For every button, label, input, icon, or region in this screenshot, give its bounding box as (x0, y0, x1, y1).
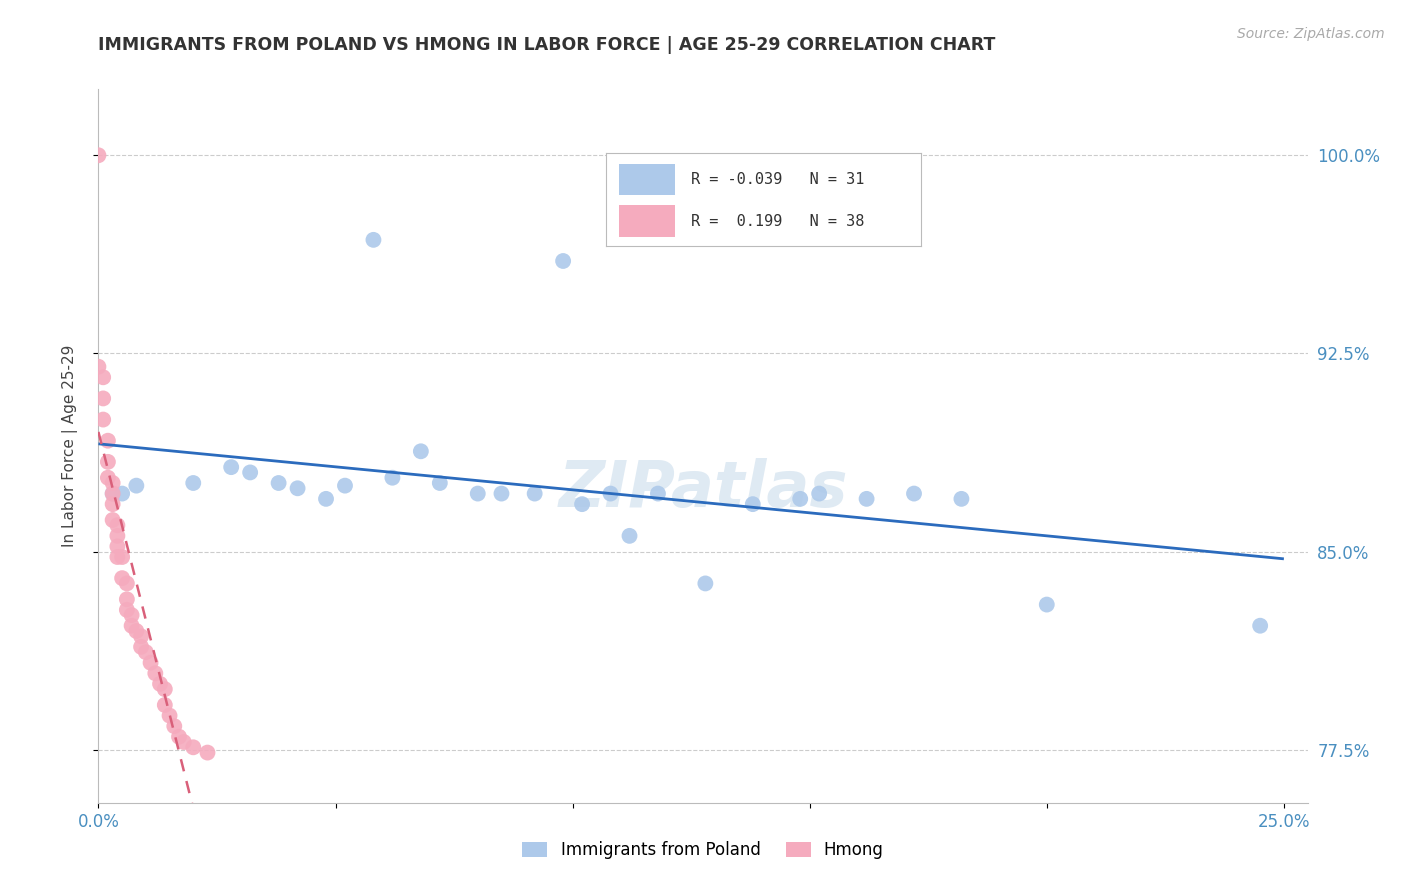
Point (115, 592, 138, 607)
Point (105, 549, 128, 564)
Point (381, 471, 404, 485)
Point (647, 486, 669, 500)
Point (808, 486, 831, 500)
Point (599, 486, 621, 500)
Text: Source: ZipAtlas.com: Source: ZipAtlas.com (1237, 27, 1385, 41)
Point (855, 491, 877, 506)
Point (87, 148, 110, 162)
Point (173, 735, 195, 749)
Point (129, 640, 152, 654)
Point (105, 529, 128, 543)
Point (129, 629, 152, 643)
Point (167, 730, 190, 744)
Point (287, 481, 309, 495)
Point (789, 491, 811, 506)
Point (1036, 598, 1059, 612)
Point (101, 475, 124, 490)
Point (111, 571, 134, 585)
Point (87, 359, 110, 374)
Point (143, 666, 166, 681)
Text: R = -0.039   N = 31: R = -0.039 N = 31 (692, 172, 865, 187)
Point (1249, 618, 1271, 632)
Point (695, 576, 717, 591)
Point (429, 475, 451, 490)
Point (97, 455, 120, 469)
Point (125, 624, 148, 638)
Point (239, 466, 262, 480)
Point (91, 412, 114, 426)
Point (115, 576, 138, 591)
Point (121, 618, 143, 632)
Text: ZIPatlas: ZIPatlas (558, 458, 848, 520)
Point (467, 486, 489, 500)
Point (105, 540, 128, 554)
Point (197, 746, 219, 760)
Text: R =  0.199   N = 38: R = 0.199 N = 38 (692, 214, 865, 228)
Point (219, 460, 242, 475)
Point (553, 254, 575, 268)
Point (97, 434, 120, 448)
Point (91, 392, 114, 406)
Point (163, 719, 186, 733)
Point (135, 645, 157, 659)
Point (523, 486, 546, 500)
Point (409, 444, 432, 458)
Point (491, 486, 513, 500)
Point (181, 740, 204, 755)
Point (121, 608, 143, 623)
Point (101, 486, 124, 500)
Bar (619, 163, 675, 195)
Point (315, 491, 337, 506)
Point (149, 677, 172, 691)
Point (101, 497, 124, 511)
Point (91, 370, 114, 384)
Legend: Immigrants from Poland, Hmong: Immigrants from Poland, Hmong (516, 835, 890, 866)
Point (267, 475, 290, 490)
Point (950, 491, 973, 506)
Point (741, 497, 763, 511)
Point (97, 471, 120, 485)
Point (139, 656, 162, 670)
Point (125, 478, 148, 492)
Point (153, 698, 176, 712)
Point (181, 475, 204, 490)
Y-axis label: In Labor Force | Age 25-29: In Labor Force | Age 25-29 (62, 345, 77, 547)
Point (105, 518, 128, 533)
Point (111, 549, 134, 564)
Bar (619, 205, 675, 237)
Text: IMMIGRANTS FROM POLAND VS HMONG IN LABOR FORCE | AGE 25-29 CORRELATION CHART: IMMIGRANTS FROM POLAND VS HMONG IN LABOR… (98, 36, 995, 54)
Point (101, 486, 124, 500)
Point (111, 486, 134, 500)
Point (153, 682, 176, 697)
Point (571, 497, 593, 511)
Point (619, 529, 641, 543)
Point (363, 233, 385, 247)
Point (903, 486, 925, 500)
Point (333, 478, 356, 492)
Point (115, 603, 138, 617)
Point (101, 513, 124, 527)
Point (159, 708, 181, 723)
